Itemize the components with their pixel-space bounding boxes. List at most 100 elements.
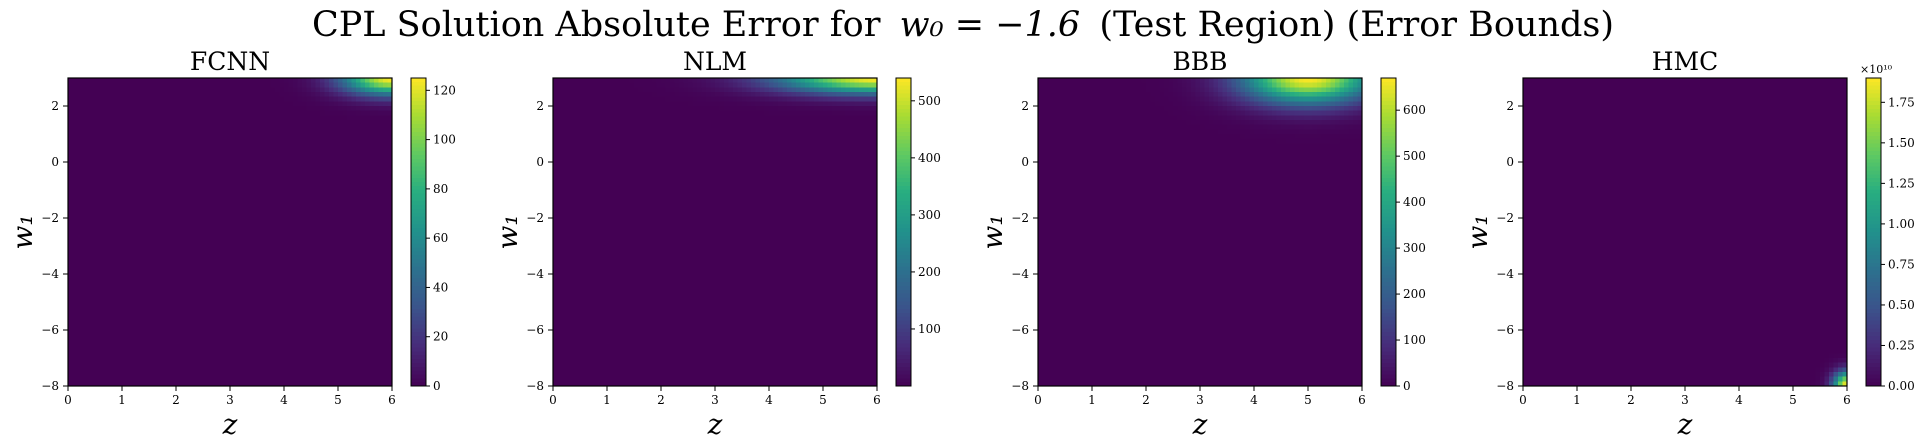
heatmap-cell [257, 134, 263, 140]
heatmap-cell [284, 344, 290, 350]
heatmap-cell [266, 218, 272, 224]
heatmap-cell [279, 222, 285, 228]
heatmap-cell [378, 143, 384, 149]
heatmap-cell [113, 143, 119, 149]
heatmap-cell [607, 82, 613, 88]
heatmap-cell [252, 334, 258, 340]
heatmap-cell [162, 213, 168, 219]
heatmap-cell [311, 218, 317, 224]
heatmap-cell [383, 241, 389, 247]
heatmap-cell [225, 330, 231, 336]
heatmap-cell [90, 92, 96, 98]
heatmap-cell [153, 190, 159, 196]
heatmap-cell [104, 255, 110, 261]
heatmap-cell [203, 204, 209, 210]
heatmap-cell [288, 260, 294, 266]
heatmap-cell [248, 92, 254, 98]
heatmap-cell [126, 143, 132, 149]
heatmap-cell [383, 143, 389, 149]
heatmap-cell [288, 143, 294, 149]
heatmap-cell [351, 82, 357, 88]
colorbar-step [411, 224, 426, 229]
heatmap-cell [122, 260, 128, 266]
heatmap-cell [329, 381, 335, 387]
heatmap-cell [135, 316, 141, 322]
heatmap-cell [266, 134, 272, 140]
heatmap-cell [86, 297, 92, 303]
heatmap-cell [360, 180, 366, 186]
heatmap-cell [77, 166, 83, 172]
heatmap-cell [90, 185, 96, 191]
heatmap-cell [275, 82, 281, 88]
heatmap-cell [158, 92, 164, 98]
heatmap-cell [293, 204, 299, 210]
heatmap-cell [122, 101, 128, 107]
heatmap-cell [140, 190, 146, 196]
y-tick-label: −8 [41, 379, 59, 393]
heatmap-cell [234, 241, 240, 247]
heatmap-cell [329, 152, 335, 158]
heatmap-cell [243, 222, 249, 228]
heatmap-cell [306, 176, 312, 182]
heatmap-cell [144, 358, 150, 364]
heatmap-cell [68, 232, 74, 238]
heatmap-cell [72, 376, 78, 382]
heatmap-cell [221, 185, 227, 191]
heatmap-cell [338, 166, 344, 172]
heatmap-cell [284, 110, 290, 116]
heatmap-cell [270, 129, 276, 135]
heatmap-cell [275, 218, 281, 224]
colorbar-step [411, 193, 426, 198]
heatmap-cell [243, 208, 249, 214]
heatmap-cell [342, 325, 348, 331]
heatmap-cell [257, 246, 263, 252]
heatmap-cell [72, 106, 78, 112]
heatmap-cell [153, 250, 159, 256]
heatmap-cell [347, 190, 353, 196]
colorbar-step [411, 258, 426, 264]
heatmap-cell [140, 246, 146, 252]
heatmap-cell [293, 124, 299, 130]
heatmap-cell [185, 134, 191, 140]
heatmap-cell [104, 124, 110, 130]
heatmap-cell [144, 180, 150, 186]
heatmap-cell [153, 194, 159, 200]
heatmap-cell [311, 227, 317, 233]
heatmap-cell [378, 376, 384, 382]
heatmap-cell [158, 264, 164, 270]
heatmap-cell [378, 316, 384, 322]
heatmap-cell [279, 129, 285, 135]
heatmap-cell [284, 194, 290, 200]
heatmap-cell [176, 199, 182, 205]
heatmap-cell [270, 106, 276, 112]
heatmap-cell [72, 82, 78, 88]
heatmap-cell [131, 274, 137, 280]
heatmap-cell [104, 344, 110, 350]
heatmap-cell [95, 278, 101, 284]
heatmap-cell [266, 199, 272, 205]
heatmap-cell [221, 171, 227, 177]
heatmap-cell [311, 78, 317, 84]
heatmap-cell [342, 339, 348, 345]
heatmap-cell [562, 78, 568, 84]
heatmap-cell [374, 92, 380, 98]
heatmap-cell [270, 236, 276, 242]
heatmap-cell [117, 325, 123, 331]
heatmap-cell [99, 274, 105, 280]
heatmap-cell [140, 180, 146, 186]
heatmap-cell [212, 348, 218, 354]
heatmap-cell [306, 367, 312, 373]
heatmap-cell [185, 208, 191, 214]
heatmap-cell [117, 199, 123, 205]
heatmap-cell [167, 185, 173, 191]
colorbar-step [411, 97, 426, 102]
heatmap-cell [126, 302, 132, 308]
heatmap-cell [378, 171, 384, 177]
heatmap-cell [77, 218, 83, 224]
heatmap-cell [189, 297, 195, 303]
heatmap-cell [221, 288, 227, 294]
heatmap-cell [351, 222, 357, 228]
heatmap-cell [113, 246, 119, 252]
heatmap-cell [360, 87, 366, 93]
heatmap-cell [239, 96, 245, 102]
